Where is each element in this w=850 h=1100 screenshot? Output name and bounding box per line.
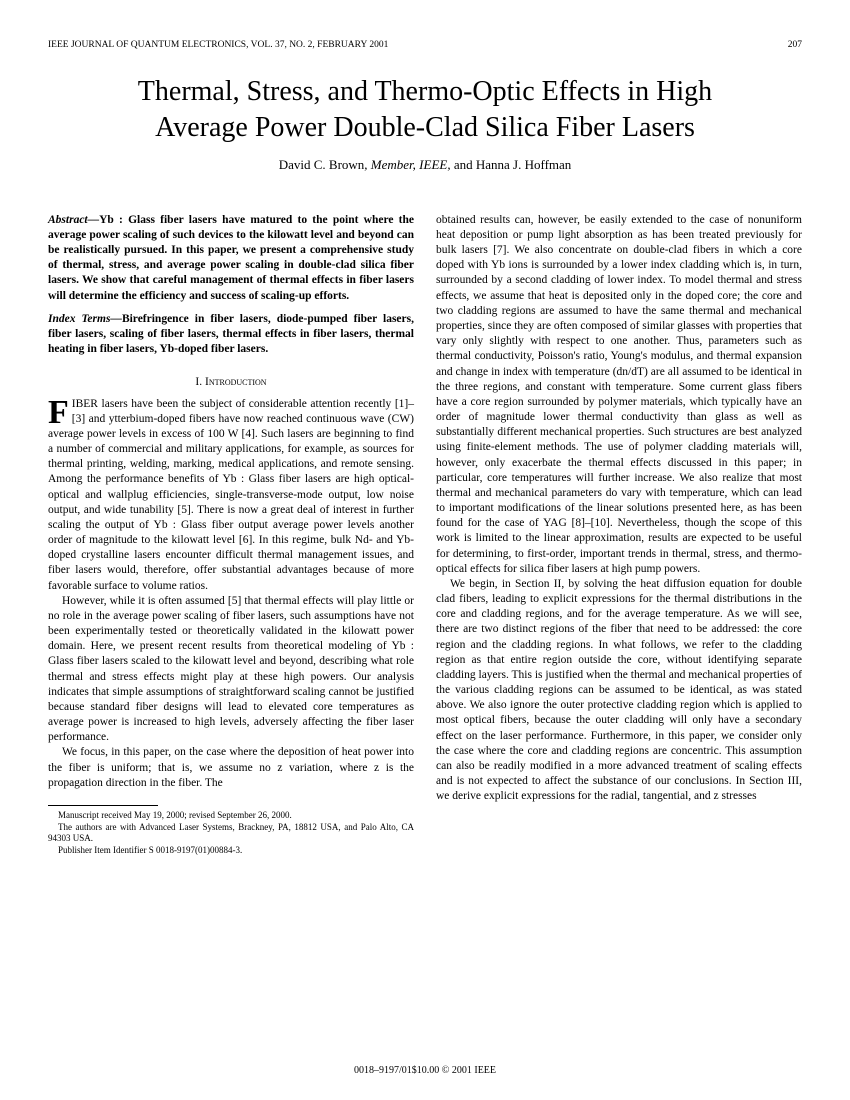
title-line-2: Average Power Double-Clad Silica Fiber L… <box>155 112 695 143</box>
two-column-layout: Abstract—Yb : Glass fiber lasers have ma… <box>48 213 802 857</box>
section-number: I. <box>195 376 205 388</box>
abstract-block: Abstract—Yb : Glass fiber lasers have ma… <box>48 213 414 304</box>
author-1: David C. Brown <box>279 157 365 172</box>
col2-paragraph-1: obtained results can, however, be easily… <box>436 213 802 577</box>
footnote-3: Publisher Item Identifier S 0018-9197(01… <box>48 845 414 857</box>
author-line: David C. Brown, Member, IEEE, and Hanna … <box>48 157 802 173</box>
dropcap: F <box>48 397 72 427</box>
section-1-heading: I. Introduction <box>48 375 414 390</box>
page-container: IEEE JOURNAL OF QUANTUM ELECTRONICS, VOL… <box>0 0 850 1100</box>
index-terms-label: Index Terms— <box>48 313 122 325</box>
copyright-footer: 0018–9197/01$10.00 © 2001 IEEE <box>0 1065 850 1076</box>
col2-para2-text: We begin, in Section II, by solving the … <box>436 578 802 802</box>
running-header: IEEE JOURNAL OF QUANTUM ELECTRONICS, VOL… <box>48 40 802 50</box>
intro-para3-text: We focus, in this paper, on the case whe… <box>48 746 414 788</box>
intro-para2-text: However, while it is often assumed [5] t… <box>48 595 414 744</box>
footnote-2: The authors are with Advanced Laser Syst… <box>48 822 414 845</box>
abstract-label: Abstract— <box>48 214 99 226</box>
title-line-1: Thermal, Stress, and Thermo-Optic Effect… <box>138 76 712 107</box>
right-column: obtained results can, however, be easily… <box>436 213 802 857</box>
col2-paragraph-2: We begin, in Section II, by solving the … <box>436 577 802 805</box>
intro-para1-text: IBER lasers have been the subject of con… <box>48 398 414 592</box>
section-title: Introduction <box>205 376 267 388</box>
author-2: Hanna J. Hoffman <box>476 157 571 172</box>
page-number: 207 <box>788 40 802 50</box>
left-column: Abstract—Yb : Glass fiber lasers have ma… <box>48 213 414 857</box>
journal-info: IEEE JOURNAL OF QUANTUM ELECTRONICS, VOL… <box>48 40 388 50</box>
index-terms-block: Index Terms—Birefringence in fiber laser… <box>48 312 414 358</box>
intro-paragraph-1: FIBER lasers have been the subject of co… <box>48 397 414 594</box>
intro-paragraph-3: We focus, in this paper, on the case whe… <box>48 745 414 791</box>
abstract-text: Yb : Glass fiber lasers have matured to … <box>48 214 414 302</box>
author-conjunction: and <box>451 157 476 172</box>
col2-para1-text: obtained results can, however, be easily… <box>436 214 802 575</box>
footnote-rule <box>48 805 158 806</box>
footnote-1: Manuscript received May 19, 2000; revise… <box>48 810 414 822</box>
author-1-role: , Member, IEEE, <box>364 157 450 172</box>
intro-paragraph-2: However, while it is often assumed [5] t… <box>48 594 414 746</box>
paper-title: Thermal, Stress, and Thermo-Optic Effect… <box>48 74 802 147</box>
